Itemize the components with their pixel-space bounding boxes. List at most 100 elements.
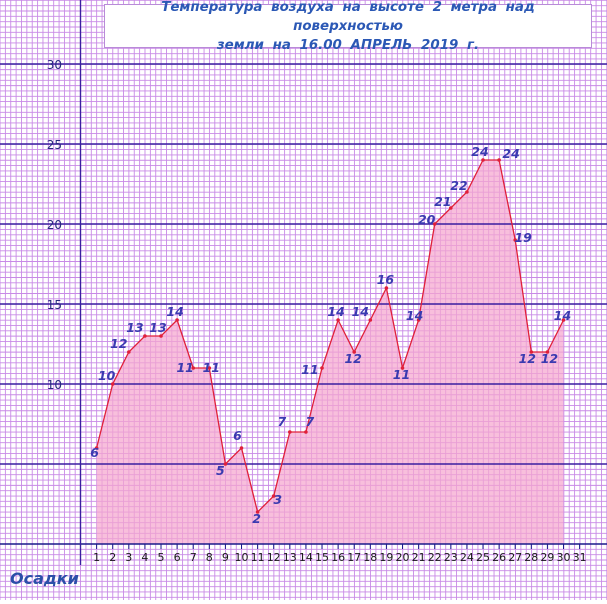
x-tick-label: 12: [267, 551, 281, 564]
temperature-point: [159, 334, 163, 338]
temperature-point: [561, 318, 566, 322]
data-label: 3: [273, 492, 282, 507]
y-tick-label: 10: [47, 378, 62, 392]
temperature-area-layer: [96, 160, 564, 544]
x-tick-label: 3: [125, 551, 132, 564]
temperature-point: [545, 350, 550, 354]
x-tick-label: 8: [206, 551, 213, 564]
temperature-point: [449, 206, 453, 210]
x-tick-label: 21: [412, 551, 426, 564]
y-tick-label: 25: [47, 138, 62, 152]
x-tick-label: 7: [190, 551, 197, 564]
data-label: 10: [98, 368, 116, 383]
temperature-point: [304, 430, 308, 434]
x-tick-label: 2: [109, 551, 116, 564]
y-tick-labels: 10 15 20 25 30: [47, 58, 62, 392]
x-tick-labels: 1 2 3 4 5 6 7 8 9 10 11 12 13 14 15 16 17 18 19 20 21 22 23 24 2…: [93, 551, 586, 564]
temperature-point: [465, 190, 469, 194]
x-tick-label: 25: [476, 551, 490, 564]
x-tick-label: 19: [379, 551, 393, 564]
temperature-point: [175, 318, 179, 322]
temperature-point: [239, 446, 244, 450]
x-tick-label: 26: [492, 551, 506, 564]
temperature-point: [271, 494, 276, 498]
x-tick-label: 11: [251, 551, 265, 564]
x-tick-label: 24: [460, 551, 474, 564]
data-label: 12: [541, 351, 558, 366]
x-tick-label: 27: [508, 551, 522, 564]
temperature-point: [143, 334, 147, 338]
temperature-point: [127, 350, 131, 354]
temperature-point: [320, 366, 324, 370]
data-label: 11: [393, 367, 410, 382]
temperature-point: [336, 318, 340, 322]
data-label: 11: [176, 360, 193, 375]
data-label: 11: [203, 360, 220, 375]
x-tick-label: 6: [174, 551, 181, 564]
chart-title: Температура воздуха на высоте 2 метра на…: [161, 0, 535, 53]
data-label: 19: [514, 230, 532, 245]
temperature-point: [223, 462, 228, 466]
data-label: 14: [166, 304, 183, 319]
data-label: 16: [377, 272, 395, 287]
temperature-point: [191, 366, 195, 370]
temperature-point: [352, 350, 357, 354]
temperature-point: [207, 366, 212, 370]
x-tick-label: 13: [283, 551, 297, 564]
x-tick-label: 22: [428, 551, 442, 564]
x-tick-label: 18: [363, 551, 377, 564]
temperature-point: [288, 430, 292, 434]
y-tick-label: 30: [47, 58, 62, 72]
data-label: 24: [502, 146, 519, 161]
x-tick-label: 29: [540, 551, 554, 564]
x-tick-label: 23: [444, 551, 458, 564]
data-label: 2: [252, 511, 261, 526]
x-tick-label: 15: [315, 551, 329, 564]
data-label: 14: [327, 304, 344, 319]
temperature-point: [384, 286, 389, 290]
data-label: 12: [344, 351, 361, 366]
y-tick-label: 15: [47, 298, 62, 312]
data-label: 5: [216, 463, 225, 478]
temperature-point: [255, 510, 260, 514]
temperature-point: [513, 238, 517, 242]
temperature-point: [432, 222, 437, 226]
x-tick-label: 16: [331, 551, 345, 564]
data-label: 12: [519, 351, 536, 366]
x-tick-label: 10: [235, 551, 249, 564]
data-label: 13: [149, 320, 166, 335]
data-label: 11: [301, 362, 318, 377]
y-tick-label: 20: [47, 218, 62, 232]
data-label: 20: [418, 212, 436, 227]
data-label: 24: [471, 144, 488, 159]
data-label: 21: [434, 194, 451, 209]
data-label: 14: [554, 308, 571, 323]
temperature-point: [400, 366, 405, 370]
x-tick-label: 14: [299, 551, 313, 564]
data-label: 14: [352, 304, 369, 319]
temperature-area: [96, 160, 564, 544]
temperature-point: [110, 382, 115, 386]
temperature-point: [481, 158, 485, 162]
data-label: 7: [306, 414, 315, 429]
data-label: 13: [126, 320, 143, 335]
x-tick-label: 5: [158, 551, 165, 564]
temperature-point: [529, 350, 534, 354]
temperature-point: [368, 318, 373, 322]
data-label: 14: [406, 308, 423, 323]
chart-title-box: Температура воздуха на высоте 2 метра на…: [104, 0, 592, 53]
temperature-line-layer: [94, 158, 566, 514]
temperature-point: [416, 318, 421, 322]
precipitation-label: Осадки: [10, 569, 79, 588]
temperature-point: [497, 158, 501, 162]
x-tick-label: 9: [222, 551, 229, 564]
major-grid: [0, 0, 607, 565]
x-tick-label: 17: [347, 551, 361, 564]
data-label: 6: [90, 445, 99, 460]
data-label: 6: [233, 428, 242, 443]
temperature-line: [95, 159, 565, 514]
x-tick-label: 1: [93, 551, 100, 564]
